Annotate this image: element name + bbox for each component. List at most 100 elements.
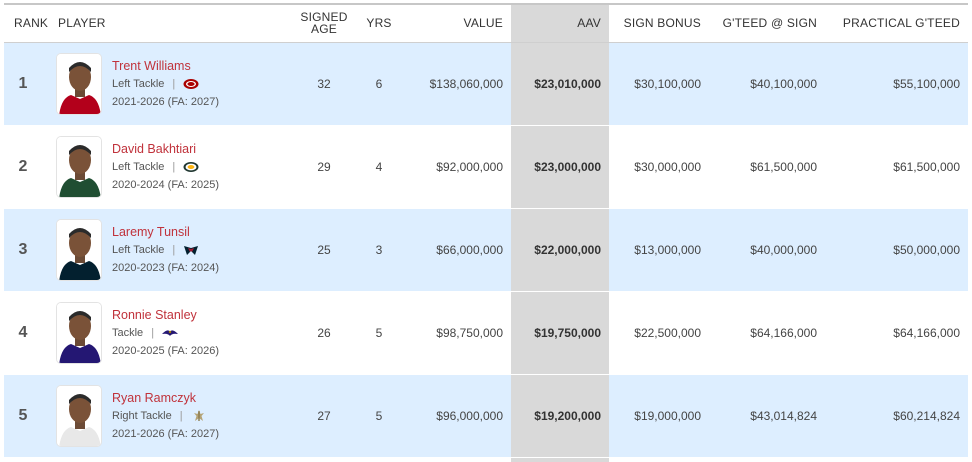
value-cell: $66,000,000	[404, 208, 511, 291]
signed-age-value: 32	[317, 76, 331, 91]
player-position-line: Left Tackle |	[112, 158, 219, 176]
aav-cell: $23,000,000	[511, 125, 609, 208]
value-amount: $138,060,000	[429, 76, 503, 91]
column-header-aav[interactable]: AAV	[511, 5, 609, 42]
practical-gteed-amount: $60,214,824	[893, 408, 960, 423]
gteed-at-sign-cell: $61,500,000	[709, 125, 825, 208]
rank-value: 1	[18, 74, 28, 92]
signed-age-cell: 25	[294, 208, 354, 291]
player-position-line: Left Tackle |	[112, 241, 219, 259]
signed-age-cell: 27	[294, 374, 354, 457]
gteed-at-sign-cell: $40,000,000	[709, 208, 825, 291]
value-amount: $92,000,000	[436, 159, 503, 174]
yrs-value: 4	[375, 159, 383, 174]
player-name-link[interactable]: David Bakhtiari	[112, 141, 197, 156]
table-row: 5 Ryan Ramczyk Right Tackle |	[4, 374, 968, 457]
signed-age-cell: 26	[294, 291, 354, 374]
player-cell: David Bakhtiari Left Tackle | 2020-2024 …	[56, 125, 294, 208]
aav-amount: $19,200,000	[534, 408, 601, 423]
player-position: Tackle	[112, 326, 144, 339]
contract-years: 2021-2026 (FA: 2027)	[112, 95, 220, 108]
rank-cell: 2	[4, 125, 56, 208]
player-cell: Trent Williams Left Tackle | 2021-2026 (…	[56, 42, 294, 125]
sign-bonus-cell: $19,000,000	[609, 374, 709, 457]
player-cell: Laremy Tunsil Left Tackle | 2020-2023 (F…	[56, 208, 294, 291]
practical-gteed-cell: $50,000,000	[825, 208, 968, 291]
player-headshot-avatar[interactable]	[56, 384, 102, 447]
player-headshot-avatar[interactable]	[56, 52, 102, 115]
signed-age-value: 29	[317, 159, 331, 174]
sign-bonus-amount: $30,100,000	[634, 76, 701, 91]
gteed-at-sign-amount: $40,100,000	[750, 76, 817, 91]
sign-bonus-amount: $13,000,000	[634, 242, 701, 257]
separator: |	[172, 243, 176, 256]
yrs-value: 6	[375, 76, 383, 91]
player-cell: Ryan Ramczyk Right Tackle | 2021-2026 (F…	[56, 374, 294, 457]
aav-amount: $19,750,000	[534, 325, 601, 340]
rank-value: 3	[18, 240, 28, 258]
top-divider	[4, 3, 968, 5]
signed-age-cell: 29	[294, 125, 354, 208]
49ers-logo-icon[interactable]	[183, 78, 199, 90]
practical-gteed-cell: $55,100,000	[825, 42, 968, 125]
contract-years: 2021-2026 (FA: 2027)	[112, 427, 220, 440]
texans-logo-icon[interactable]	[183, 244, 199, 256]
value-cell: $98,750,000	[404, 291, 511, 374]
rank-cell: 5	[4, 374, 56, 457]
gteed-at-sign-amount: $43,014,824	[750, 408, 817, 423]
yrs-cell: 6	[354, 42, 404, 125]
player-headshot-avatar[interactable]	[56, 135, 102, 198]
sign-bonus-amount: $19,000,000	[634, 408, 701, 423]
player-headshot-avatar[interactable]	[56, 218, 102, 281]
player-position-line: Left Tackle |	[112, 75, 219, 93]
separator: |	[151, 326, 155, 339]
value-amount: $98,750,000	[436, 325, 503, 340]
player-position: Left Tackle	[112, 243, 165, 256]
packers-logo-icon[interactable]	[183, 161, 199, 173]
sign-bonus-amount: $30,000,000	[634, 159, 701, 174]
player-position-line: Tackle |	[112, 324, 219, 342]
table-header-row: RANK PLAYER SIGNED AGE YRS VALUE AAV SIGN…	[4, 5, 968, 42]
gteed-at-sign-cell: $40,100,000	[709, 42, 825, 125]
signed-age-value: 26	[317, 325, 331, 340]
player-name-link[interactable]: Ryan Ramczyk	[112, 390, 197, 405]
signed-age-value: 25	[317, 242, 331, 257]
sign-bonus-cell: $13,000,000	[609, 208, 709, 291]
practical-gteed-amount: $50,000,000	[893, 242, 960, 257]
value-amount: $66,000,000	[436, 242, 503, 257]
column-header-player[interactable]: PLAYER	[58, 16, 106, 31]
player-name-link[interactable]: Trent Williams	[112, 58, 191, 73]
aav-cell: $19,750,000	[511, 291, 609, 374]
column-header-rank[interactable]: RANK	[14, 16, 49, 31]
player-name-link[interactable]: Laremy Tunsil	[112, 224, 190, 239]
yrs-value: 5	[375, 325, 383, 340]
separator: |	[172, 160, 176, 173]
column-header-sign-bonus[interactable]: SIGN BONUS	[623, 16, 701, 31]
saints-logo-icon[interactable]	[191, 409, 207, 422]
column-header-gteed-at-sign[interactable]: G'TEED @ SIGN	[722, 16, 817, 31]
practical-gteed-cell: $64,166,000	[825, 291, 968, 374]
aav-cell: $19,200,000	[511, 374, 609, 457]
rank-value: 5	[18, 406, 28, 424]
player-position: Right Tackle	[112, 409, 172, 422]
practical-gteed-cell: $61,500,000	[825, 125, 968, 208]
column-header-signed-age[interactable]: SIGNED AGE	[300, 10, 348, 37]
column-header-value[interactable]: VALUE	[463, 16, 503, 31]
ravens-logo-icon[interactable]	[162, 327, 179, 339]
player-name-link[interactable]: Ronnie Stanley	[112, 307, 197, 322]
sign-bonus-cell: $22,500,000	[609, 291, 709, 374]
gteed-at-sign-amount: $40,000,000	[750, 242, 817, 257]
contract-years: 2020-2025 (FA: 2026)	[112, 344, 220, 357]
rank-value: 2	[18, 157, 28, 175]
player-headshot-avatar[interactable]	[56, 301, 102, 364]
column-header-yrs[interactable]: YRS	[366, 16, 392, 31]
gteed-at-sign-amount: $64,166,000	[750, 325, 817, 340]
player-cell: Ronnie Stanley Tackle | 2020-2025 (FA: 2…	[56, 291, 294, 374]
column-header-practical-gteed[interactable]: PRACTICAL G'TEED	[842, 16, 960, 31]
rank-value: 4	[18, 323, 28, 341]
practical-gteed-amount: $64,166,000	[893, 325, 960, 340]
gteed-at-sign-cell: $43,014,824	[709, 374, 825, 457]
signed-age-cell: 32	[294, 42, 354, 125]
table-row: 3 Laremy Tunsil Left Tackle |	[4, 208, 968, 291]
